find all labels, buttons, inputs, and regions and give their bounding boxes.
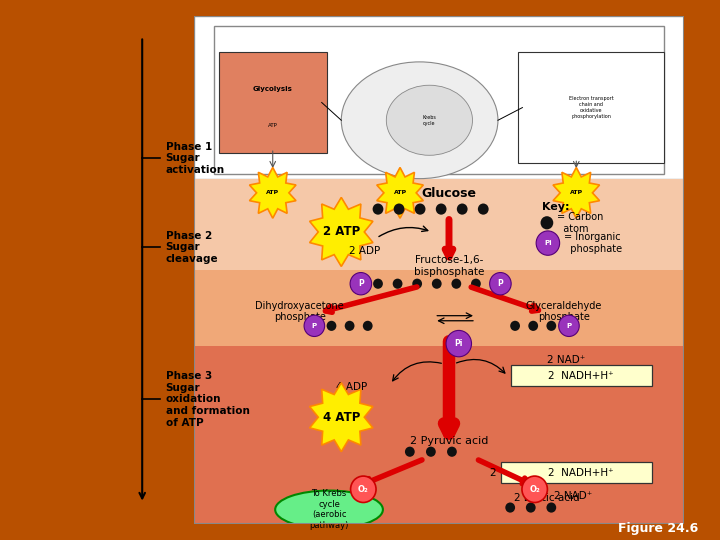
Text: Fructose-1,6-
bisphosphate: Fructose-1,6- bisphosphate — [414, 255, 484, 276]
Circle shape — [432, 279, 441, 289]
Text: 2 ADP: 2 ADP — [348, 246, 380, 256]
Text: 2 Lactic acid: 2 Lactic acid — [514, 494, 580, 503]
Text: = Carbon
  atom: = Carbon atom — [557, 212, 603, 234]
Circle shape — [351, 476, 376, 503]
Text: ATP: ATP — [268, 123, 278, 128]
Text: Pi: Pi — [544, 240, 552, 246]
Text: O₂: O₂ — [358, 485, 369, 494]
Circle shape — [541, 216, 553, 229]
Bar — [194, 179, 684, 270]
Circle shape — [526, 503, 536, 512]
Circle shape — [478, 204, 489, 215]
Circle shape — [373, 204, 383, 215]
Text: Glyceraldehyde
phosphate: Glyceraldehyde phosphate — [526, 301, 602, 322]
Text: Glucose: Glucose — [421, 187, 477, 200]
Bar — [194, 346, 684, 524]
Circle shape — [447, 447, 456, 457]
Text: 2  NADH+H⁺: 2 NADH+H⁺ — [549, 468, 614, 477]
FancyBboxPatch shape — [219, 52, 327, 153]
Circle shape — [392, 279, 402, 289]
FancyBboxPatch shape — [501, 462, 652, 483]
Text: 4 ATP: 4 ATP — [323, 411, 360, 424]
Text: P: P — [498, 279, 503, 288]
Circle shape — [350, 273, 372, 295]
Text: 2 NAD⁺: 2 NAD⁺ — [554, 491, 593, 501]
Text: Phase 1
Sugar
activation: Phase 1 Sugar activation — [166, 141, 225, 175]
Polygon shape — [377, 167, 423, 218]
Polygon shape — [249, 167, 296, 218]
Text: ATP: ATP — [393, 190, 407, 195]
Text: 4 ADP: 4 ADP — [336, 382, 368, 392]
Circle shape — [415, 204, 426, 215]
Circle shape — [510, 321, 520, 331]
Circle shape — [436, 204, 446, 215]
Circle shape — [304, 315, 325, 336]
Polygon shape — [310, 198, 373, 266]
Circle shape — [413, 279, 422, 289]
Ellipse shape — [275, 490, 383, 529]
Circle shape — [456, 204, 467, 215]
Text: O₂: O₂ — [529, 485, 540, 494]
Text: Dihydroxyacetone
phosphate: Dihydroxyacetone phosphate — [256, 301, 344, 322]
Circle shape — [536, 231, 559, 255]
Text: 2 NAD⁺: 2 NAD⁺ — [547, 355, 585, 366]
Text: 2: 2 — [490, 468, 496, 477]
Circle shape — [426, 447, 436, 457]
Circle shape — [451, 279, 462, 289]
Text: Phase 2
Sugar
cleavage: Phase 2 Sugar cleavage — [166, 231, 218, 264]
FancyBboxPatch shape — [510, 366, 652, 386]
Circle shape — [559, 315, 579, 336]
Bar — [194, 16, 684, 179]
Text: = Inorganic
  phosphate: = Inorganic phosphate — [564, 232, 622, 254]
Circle shape — [522, 476, 547, 503]
Polygon shape — [310, 383, 373, 452]
Ellipse shape — [387, 85, 472, 156]
Text: Figure 24.6: Figure 24.6 — [618, 522, 698, 535]
FancyBboxPatch shape — [518, 52, 665, 164]
Text: Phase 3
Sugar
oxidation
and formation
of ATP: Phase 3 Sugar oxidation and formation of… — [166, 371, 249, 428]
Text: Electron transport
chain and
oxidative
phosphorylation: Electron transport chain and oxidative p… — [569, 96, 613, 119]
Text: Pi: Pi — [454, 339, 463, 348]
Text: 2  NADH+H⁺: 2 NADH+H⁺ — [549, 371, 614, 381]
Circle shape — [528, 321, 538, 331]
Text: To Krebs
cycle
(aerobic
pathway): To Krebs cycle (aerobic pathway) — [310, 489, 348, 530]
Circle shape — [327, 321, 336, 331]
Circle shape — [546, 321, 557, 331]
Text: Key:: Key: — [542, 201, 570, 212]
FancyBboxPatch shape — [214, 26, 665, 173]
Circle shape — [363, 321, 373, 331]
Bar — [194, 270, 684, 346]
Text: P: P — [312, 323, 317, 329]
Circle shape — [394, 204, 405, 215]
Ellipse shape — [341, 62, 498, 179]
Circle shape — [345, 321, 354, 331]
Polygon shape — [553, 167, 600, 218]
Text: Krebs
cycle: Krebs cycle — [423, 115, 436, 126]
Circle shape — [446, 330, 472, 357]
Circle shape — [471, 279, 481, 289]
Circle shape — [490, 273, 511, 295]
Circle shape — [505, 503, 515, 512]
Text: P: P — [358, 279, 364, 288]
Circle shape — [546, 503, 557, 512]
Text: ATP: ATP — [266, 190, 279, 195]
Text: ATP: ATP — [570, 190, 583, 195]
Text: P: P — [567, 323, 572, 329]
Text: Glycolysis: Glycolysis — [253, 86, 292, 92]
Circle shape — [405, 447, 415, 457]
Text: 2 ATP: 2 ATP — [323, 225, 360, 239]
Circle shape — [373, 279, 383, 289]
Text: 2 Pyruvic acid: 2 Pyruvic acid — [410, 436, 488, 446]
